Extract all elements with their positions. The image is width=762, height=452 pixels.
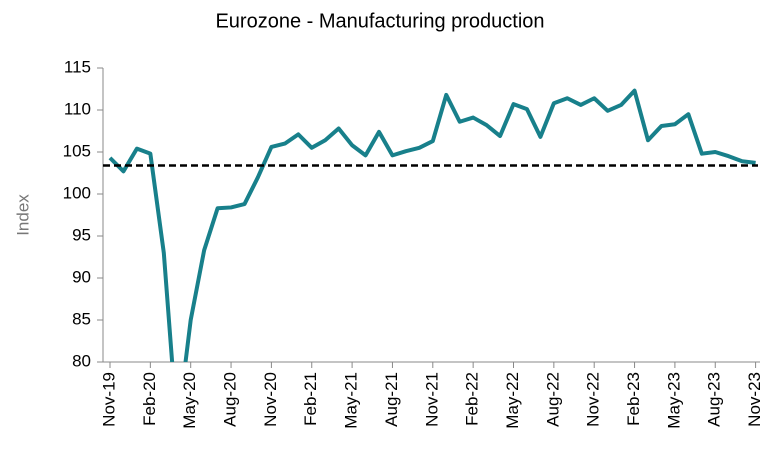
y-tick-label: 110 <box>64 99 91 118</box>
y-tick-label: 100 <box>63 183 91 202</box>
x-tick-label: Feb-21 <box>301 372 320 426</box>
plot-area <box>108 88 756 362</box>
y-axis-label: Index <box>13 194 32 236</box>
x-tick-label: May-21 <box>342 372 361 429</box>
y-tick-label: 80 <box>72 351 91 370</box>
x-tick-label: May-22 <box>503 372 522 429</box>
x-tick-label: May-23 <box>664 372 683 429</box>
chart-title: Eurozone - Manufacturing production <box>215 10 544 32</box>
x-tick-label: Aug-21 <box>382 372 401 427</box>
y-tick-label: 115 <box>64 57 91 76</box>
x-tick-label: May-20 <box>180 372 199 429</box>
x-tick-label: Aug-20 <box>221 372 240 427</box>
x-tick-label: Nov-19 <box>99 372 118 427</box>
x-tick-label: Feb-22 <box>463 372 482 426</box>
y-tick-label: 95 <box>72 225 91 244</box>
y-tick-label: 85 <box>72 309 91 328</box>
x-tick-label: Aug-23 <box>705 372 724 427</box>
x-tick-label: Aug-22 <box>543 372 562 427</box>
x-tick-label: Nov-23 <box>745 372 762 427</box>
x-tick-label: Nov-21 <box>422 372 441 427</box>
y-tick-label: 105 <box>63 141 91 160</box>
x-tick-label: Nov-22 <box>584 372 603 427</box>
x-tick-label: Nov-20 <box>261 372 280 427</box>
y-tick-label: 90 <box>72 267 91 286</box>
data-line <box>108 88 756 362</box>
x-tick-label: Feb-20 <box>140 372 159 426</box>
x-tick-label: Feb-23 <box>624 372 643 426</box>
